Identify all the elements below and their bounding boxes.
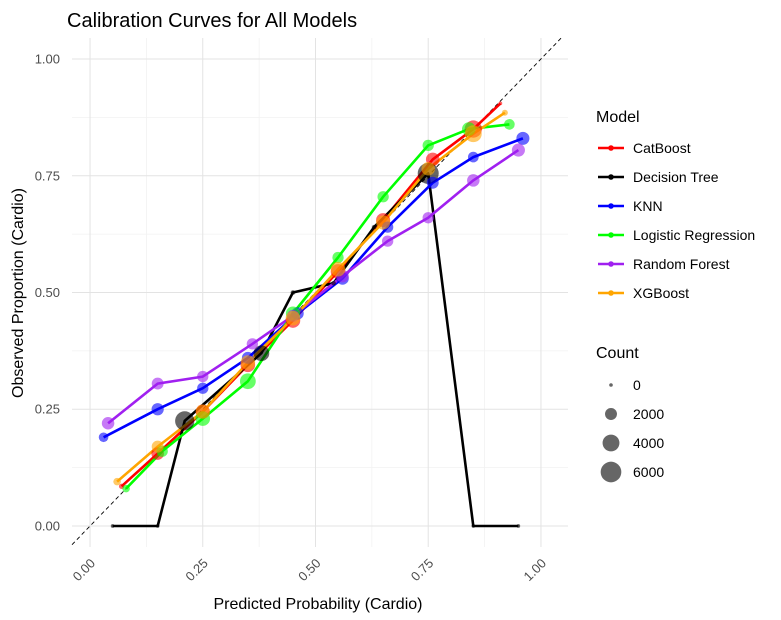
legend: Model CatBoost Decision Tree KNN Logistic Re…	[596, 109, 755, 483]
data-point-xgboost	[376, 215, 391, 230]
data-point-random-forest	[381, 235, 394, 247]
y-axis-title: Observed Proportion (Cardio)	[10, 188, 27, 398]
series-layer	[98, 101, 530, 528]
data-point-knn	[426, 176, 439, 189]
data-point-xgboost	[240, 355, 256, 370]
data-point-decision-tree	[516, 524, 521, 528]
data-point-random-forest	[511, 143, 525, 157]
x-axis-title: Predicted Probability (Cardio)	[214, 596, 423, 613]
data-point-xgboost	[113, 477, 121, 486]
data-point-random-forest	[246, 338, 259, 350]
data-point-decision-tree	[175, 411, 195, 431]
data-point-decision-tree	[253, 345, 270, 362]
x-tick-label: 0.75	[408, 556, 437, 585]
series-line-random-forest	[107, 149, 520, 425]
legend-count-marker	[605, 408, 617, 420]
legend-label-decision-tree: Decision Tree	[633, 169, 719, 185]
data-point-logistic-regression	[122, 484, 130, 493]
legend-marker-decision-tree	[608, 174, 614, 180]
series-line-knn	[103, 137, 524, 439]
y-tick-label: 1.00	[35, 52, 60, 67]
legend-count-title: Count	[596, 345, 639, 362]
data-point-xgboost	[464, 125, 482, 143]
x-tick-label: 0.00	[70, 556, 99, 585]
data-point-knn	[151, 403, 164, 416]
legend-count-label: 2000	[633, 406, 664, 422]
legend-label-random-forest: Random Forest	[633, 256, 730, 272]
data-point-xgboost	[151, 440, 164, 453]
legend-marker-knn	[608, 203, 614, 209]
data-point-decision-tree	[290, 290, 296, 295]
series-line-logistic-regression	[125, 123, 510, 490]
data-point-catboost	[498, 101, 503, 106]
data-point-xgboost	[501, 109, 508, 116]
legend-label-knn: KNN	[633, 198, 663, 214]
legend-count-marker	[600, 461, 622, 483]
legend-count-marker	[609, 383, 613, 387]
data-point-random-forest	[151, 377, 164, 390]
y-tick-label: 0.25	[35, 402, 60, 417]
data-point-xgboost	[195, 404, 210, 419]
legend-count-label: 4000	[633, 435, 664, 451]
series-line-catboost	[120, 102, 502, 488]
data-point-logistic-regression	[239, 373, 256, 390]
data-point-decision-tree	[371, 224, 377, 230]
y-tick-label: 0.75	[35, 168, 60, 183]
legend-marker-xgboost	[608, 290, 614, 296]
legend-marker-catboost	[608, 145, 614, 151]
legend-count-label: 0	[633, 377, 641, 393]
legend-model-title: Model	[596, 109, 640, 126]
data-point-random-forest	[101, 416, 115, 430]
x-tick-label: 1.00	[521, 556, 550, 585]
data-point-xgboost	[285, 310, 301, 326]
data-point-decision-tree	[110, 524, 115, 528]
data-point-random-forest	[197, 370, 209, 383]
y-tick-label: 0.50	[35, 285, 60, 300]
data-point-knn	[467, 151, 479, 163]
data-point-decision-tree	[331, 280, 336, 286]
data-point-random-forest	[467, 174, 480, 187]
data-point-logistic-regression	[377, 191, 389, 203]
legend-count-label: 6000	[633, 464, 664, 480]
chart-title: Calibration Curves for All Models	[67, 10, 357, 32]
legend-marker-logistic-regression	[608, 232, 614, 238]
y-tick-label: 0.00	[35, 518, 60, 533]
data-point-knn	[516, 131, 530, 145]
data-point-logistic-regression	[332, 251, 344, 264]
x-tick-label: 0.25	[182, 556, 211, 585]
data-point-random-forest	[422, 212, 434, 224]
data-point-xgboost	[330, 261, 346, 277]
data-point-logistic-regression	[422, 139, 434, 152]
x-tick-label: 0.50	[295, 556, 324, 585]
legend-count-marker	[602, 434, 620, 452]
legend-label-catboost: CatBoost	[633, 140, 691, 156]
data-point-decision-tree	[155, 524, 160, 528]
legend-label-xgboost: XGBoost	[633, 285, 689, 301]
data-point-decision-tree	[471, 524, 476, 528]
series-line-xgboost	[116, 111, 506, 483]
data-point-logistic-regression	[504, 119, 515, 130]
data-point-xgboost	[421, 161, 436, 176]
legend-marker-random-forest	[608, 261, 614, 267]
legend-label-logistic-regression: Logistic Regression	[633, 227, 755, 243]
data-point-knn	[197, 382, 209, 394]
data-point-knn	[98, 432, 109, 443]
